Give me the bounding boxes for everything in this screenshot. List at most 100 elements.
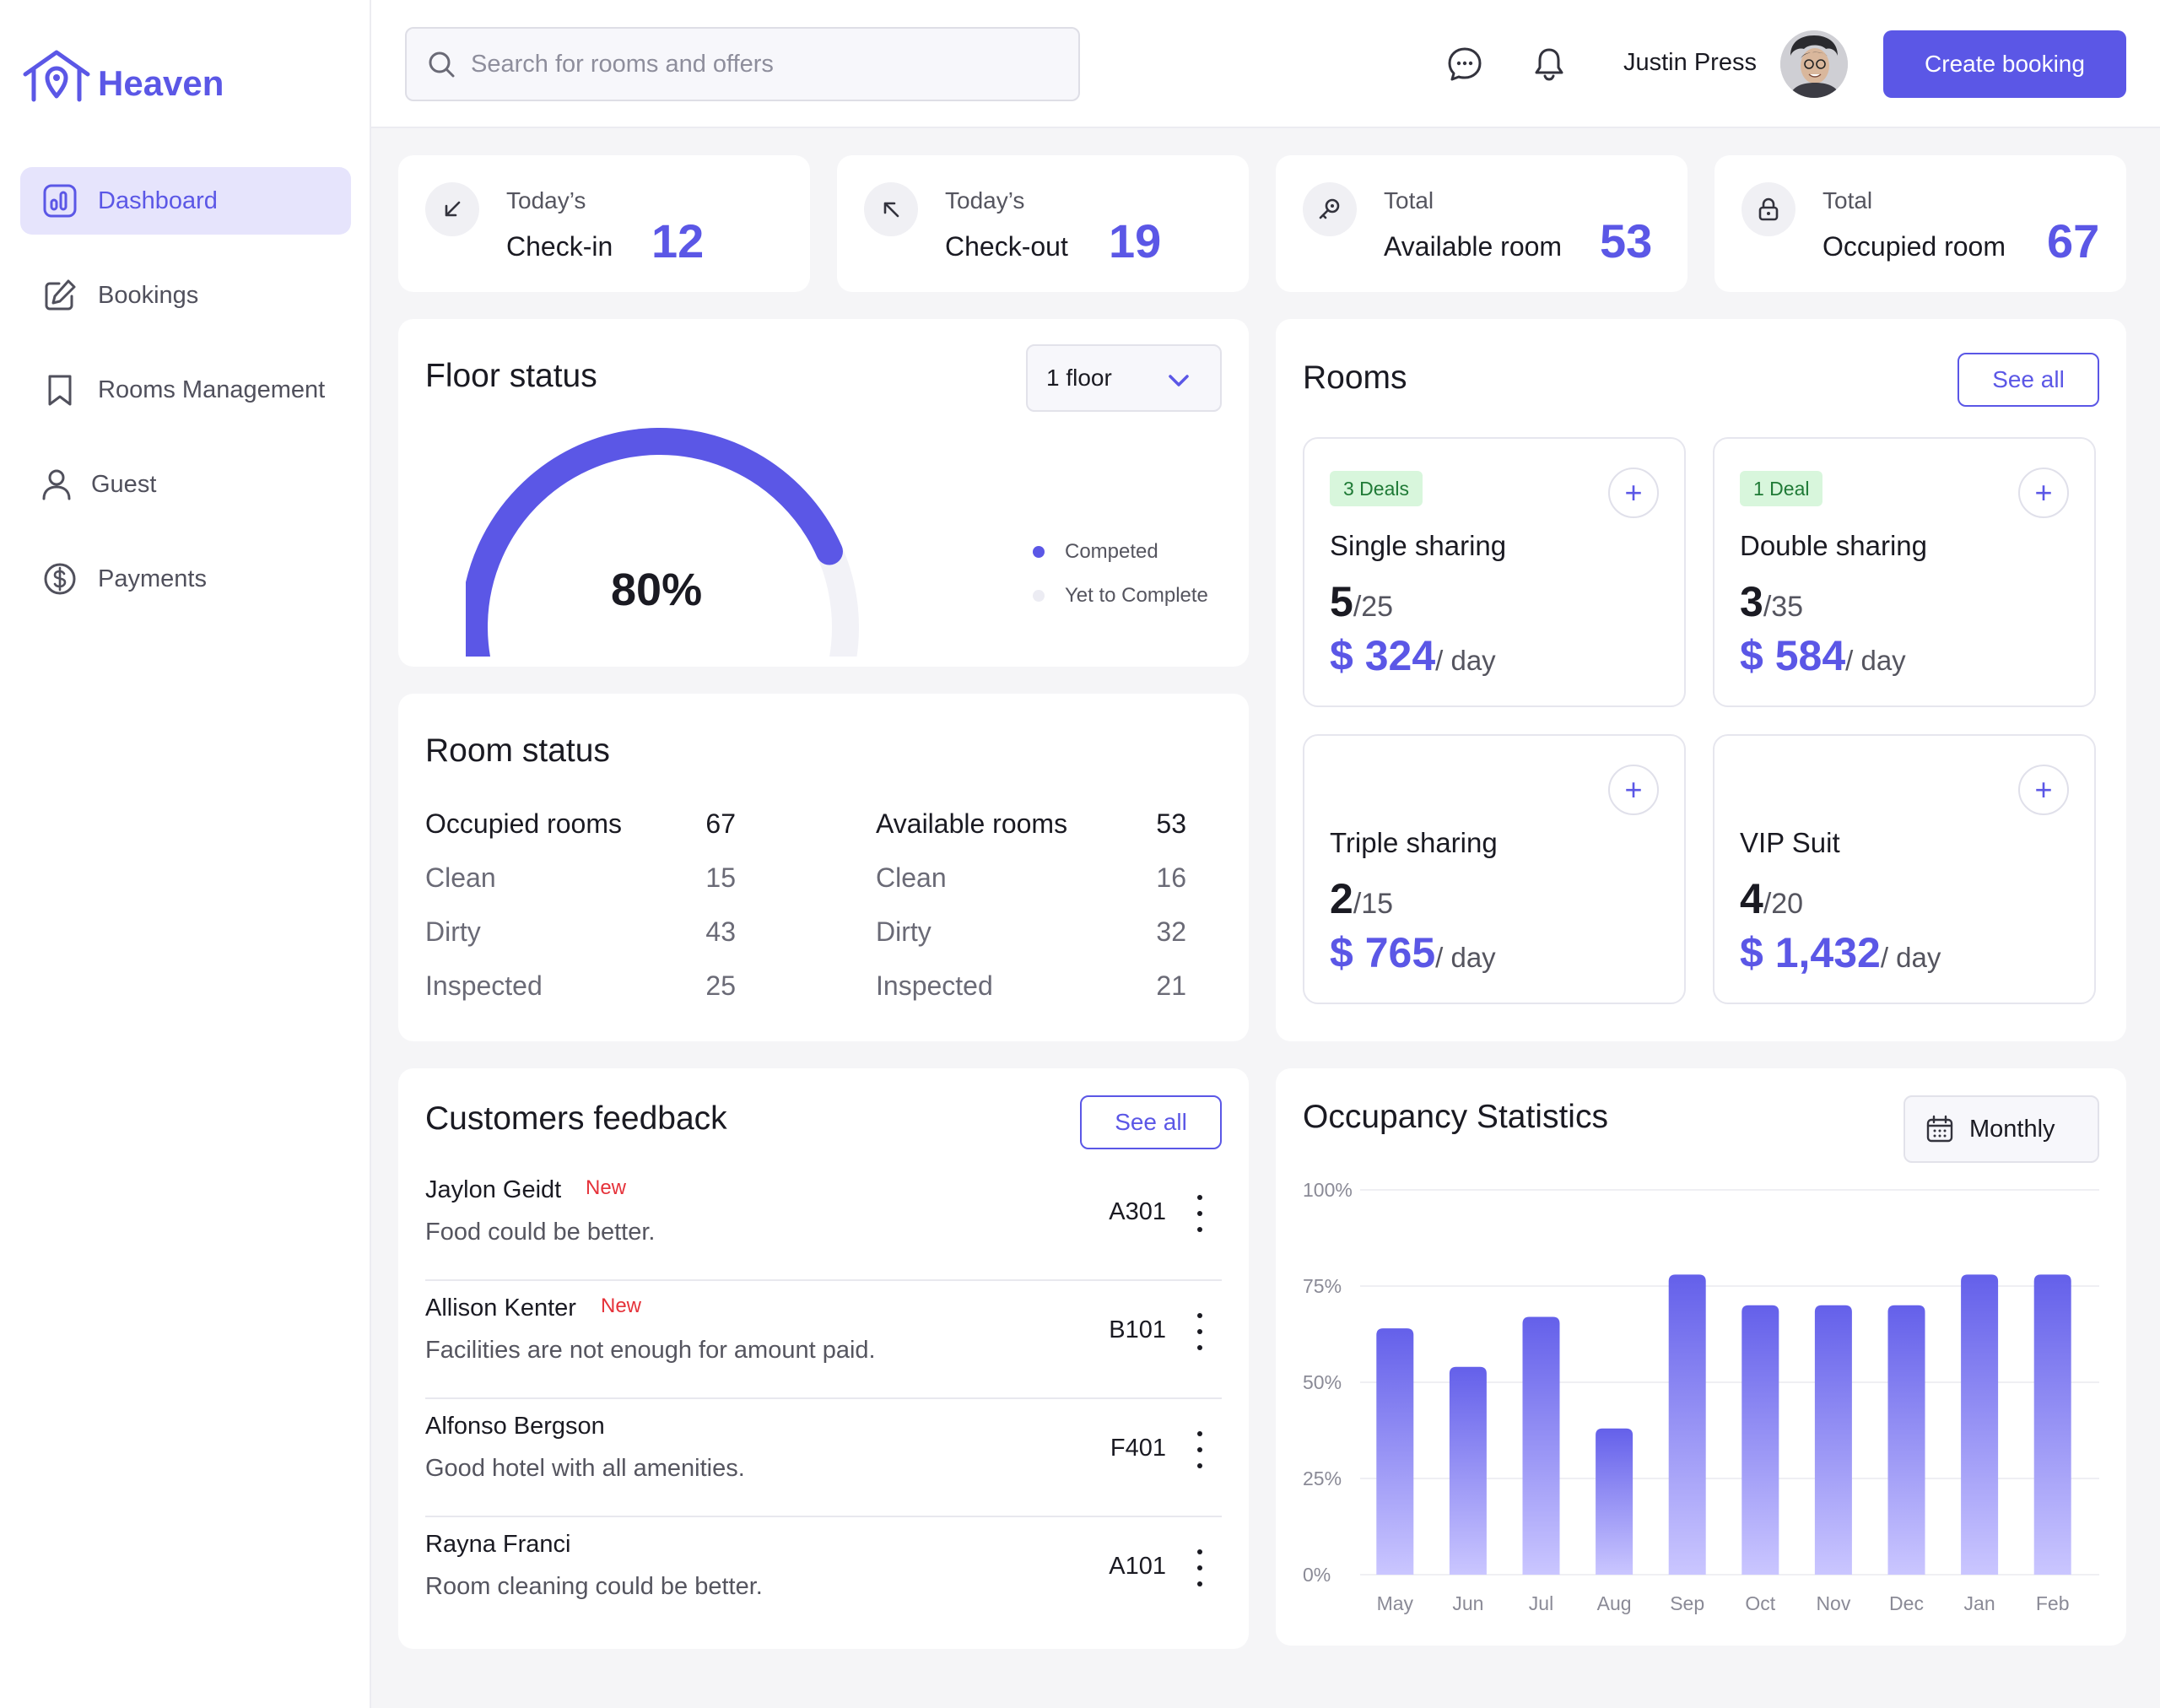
- sidebar-item-guest[interactable]: Guest: [20, 451, 351, 518]
- x-tick-label: Jan: [1964, 1592, 1995, 1614]
- avatar[interactable]: [1780, 30, 1848, 98]
- bar-jun[interactable]: [1449, 1366, 1487, 1575]
- feedback-text: Good hotel with all amenities.: [425, 1455, 745, 1482]
- new-badge: New: [601, 1295, 642, 1317]
- room-card-triple[interactable]: + Triple sharing 2/15 $ 765/ day: [1303, 734, 1686, 1004]
- bell-icon[interactable]: [1531, 46, 1568, 83]
- search-box[interactable]: [405, 27, 1080, 101]
- app-logo[interactable]: Heaven: [22, 49, 224, 103]
- room-name: Single sharing: [1330, 530, 1507, 561]
- sidebar: Heaven Dashboard Bookings Rooms Manageme…: [0, 0, 371, 1708]
- stat-label: Today’s: [945, 187, 1025, 214]
- room-name: Double sharing: [1740, 530, 1927, 561]
- feedback-see-all-button[interactable]: See all: [1080, 1095, 1222, 1149]
- room-status-title: Room status: [425, 732, 610, 769]
- sidebar-item-label: Dashboard: [98, 186, 218, 214]
- y-tick-label: 50%: [1303, 1371, 1342, 1393]
- sidebar-item-rooms-management[interactable]: Rooms Management: [20, 356, 351, 424]
- bar-dec[interactable]: [1887, 1305, 1925, 1575]
- edit-icon: [45, 279, 76, 311]
- search-icon: [429, 51, 455, 78]
- sidebar-item-bookings[interactable]: Bookings: [20, 262, 351, 329]
- bar-oct[interactable]: [1742, 1305, 1779, 1575]
- rooms-see-all-button[interactable]: See all: [1958, 353, 2099, 407]
- sidebar-nav: Dashboard Bookings Rooms Management Gues…: [20, 167, 351, 640]
- feedback-item[interactable]: Rayna Franci Room cleaning could be bett…: [425, 1517, 1222, 1635]
- bar-sep[interactable]: [1668, 1274, 1706, 1575]
- bookmark-icon: [48, 375, 72, 406]
- chart-icon: [43, 184, 77, 218]
- sidebar-item-payments[interactable]: Payments: [20, 545, 351, 613]
- dollar-icon: [44, 563, 76, 595]
- bar-aug[interactable]: [1596, 1428, 1634, 1575]
- stat-value: 19: [1109, 214, 1162, 268]
- x-tick-label: May: [1377, 1592, 1414, 1614]
- x-tick-label: Sep: [1670, 1592, 1704, 1614]
- bar-jul[interactable]: [1522, 1316, 1560, 1575]
- feedback-item[interactable]: Jaylon Geidt New Food could be better. A…: [425, 1163, 1222, 1281]
- sidebar-item-dashboard[interactable]: Dashboard: [20, 167, 351, 235]
- row-label: Clean: [425, 862, 496, 893]
- feedback-text: Facilities are not enough for amount pai…: [425, 1337, 876, 1364]
- stat-label: Check-in: [506, 231, 613, 262]
- customer-name: Allison Kenter: [425, 1295, 576, 1322]
- stat-card-check-out: Today’s Check-out 19: [837, 155, 1249, 292]
- y-tick-label: 25%: [1303, 1467, 1342, 1489]
- stat-card-occupied: Total Occupied room 67: [1714, 155, 2126, 292]
- search-input[interactable]: [471, 50, 1061, 78]
- avatar-photo-icon: [1780, 30, 1848, 98]
- room-number: A301: [1109, 1198, 1166, 1225]
- floor-select[interactable]: 1 floor: [1026, 344, 1222, 412]
- room-card-single[interactable]: 3 Deals + Single sharing 5/25 $ 324/ day: [1303, 437, 1686, 707]
- x-tick-label: Jun: [1452, 1592, 1483, 1614]
- bar-jan[interactable]: [1961, 1274, 1999, 1575]
- add-room-button[interactable]: +: [2018, 765, 2069, 815]
- row-label: Clean: [876, 862, 947, 893]
- feedback-item[interactable]: Allison Kenter New Facilities are not en…: [425, 1281, 1222, 1399]
- more-vertical-icon[interactable]: [1190, 1195, 1210, 1232]
- x-tick-label: Dec: [1889, 1592, 1924, 1614]
- period-select[interactable]: Monthly: [1904, 1095, 2099, 1163]
- lock-icon: [1742, 182, 1796, 236]
- create-booking-button[interactable]: Create booking: [1883, 30, 2126, 98]
- row-label: Dirty: [876, 916, 932, 947]
- room-availability: 2/15: [1330, 875, 1394, 922]
- row-label: Dirty: [425, 916, 481, 947]
- stat-label: Total: [1822, 187, 1873, 214]
- row-value: 21: [1156, 970, 1186, 1001]
- room-availability: 3/35: [1740, 578, 1804, 625]
- more-vertical-icon[interactable]: [1190, 1313, 1210, 1350]
- top-bar: Justin Press Create booking: [371, 0, 2160, 128]
- gauge-percent: 80%: [611, 565, 703, 615]
- room-price: $ 324/ day: [1330, 632, 1496, 679]
- floor-gauge: [466, 428, 859, 657]
- house-pin-icon: [23, 50, 90, 102]
- room-card-double[interactable]: 1 Deal + Double sharing 3/35 $ 584/ day: [1713, 437, 2096, 707]
- stat-card-available: Total Available room 53: [1276, 155, 1688, 292]
- occupancy-bar-chart: 100% 75% 50% 25% 0% May Jun Jul Aug Sep Oct Nov Dec J…: [1303, 1179, 2099, 1614]
- more-vertical-icon[interactable]: [1190, 1431, 1210, 1468]
- user-name[interactable]: Justin Press: [1623, 49, 1757, 76]
- room-price: $ 1,432/ day: [1740, 929, 1941, 976]
- x-tick-label: Nov: [1816, 1592, 1850, 1614]
- feedback-item[interactable]: Alfonso Bergson Good hotel with all amen…: [425, 1399, 1222, 1517]
- legend-dot: [1033, 546, 1045, 558]
- more-vertical-icon[interactable]: [1190, 1549, 1210, 1586]
- x-tick-label: Feb: [2036, 1592, 2070, 1614]
- add-room-button[interactable]: +: [1608, 468, 1659, 518]
- add-room-button[interactable]: +: [2018, 468, 2069, 518]
- add-room-button[interactable]: +: [1608, 765, 1659, 815]
- room-price: $ 584/ day: [1740, 632, 1906, 679]
- bar-may[interactable]: [1376, 1328, 1414, 1575]
- legend-label: Competed: [1065, 540, 1158, 563]
- stat-card-check-in: Today’s Check-in 12: [398, 155, 810, 292]
- room-card-vip[interactable]: + VIP Suit 4/20 $ 1,432/ day: [1713, 734, 2096, 1004]
- chat-icon[interactable]: [1446, 46, 1483, 83]
- bar-nov[interactable]: [1814, 1305, 1852, 1575]
- legend-completed: Competed: [1033, 540, 1158, 564]
- room-price: $ 765/ day: [1330, 929, 1496, 976]
- bar-feb[interactable]: [2033, 1274, 2071, 1575]
- row-value: 53: [1156, 808, 1186, 839]
- occupancy-statistics-card: Occupancy Statistics Monthly 100% 75% 50% 2…: [1276, 1068, 2126, 1646]
- x-tick-label: Jul: [1529, 1592, 1553, 1614]
